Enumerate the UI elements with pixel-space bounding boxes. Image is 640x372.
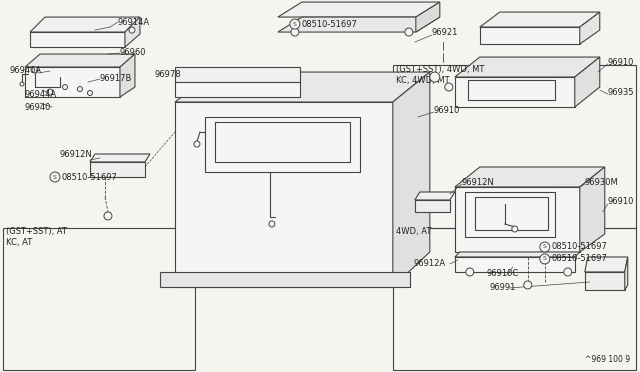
Polygon shape bbox=[585, 272, 625, 290]
Polygon shape bbox=[580, 167, 605, 252]
Polygon shape bbox=[416, 2, 440, 32]
Circle shape bbox=[20, 82, 24, 86]
Polygon shape bbox=[175, 102, 393, 287]
Polygon shape bbox=[585, 257, 628, 272]
Polygon shape bbox=[415, 200, 450, 212]
Text: 96917B: 96917B bbox=[100, 74, 132, 83]
Text: ^969 100 9: ^969 100 9 bbox=[584, 355, 630, 365]
Text: 96960: 96960 bbox=[120, 48, 147, 57]
Text: 4WD, AT: 4WD, AT bbox=[396, 228, 431, 237]
Text: S: S bbox=[293, 22, 297, 26]
Text: S: S bbox=[543, 244, 547, 250]
Polygon shape bbox=[455, 257, 575, 272]
Polygon shape bbox=[175, 72, 430, 102]
Text: 96910: 96910 bbox=[434, 106, 460, 115]
Circle shape bbox=[32, 67, 38, 73]
Text: 96978: 96978 bbox=[155, 70, 182, 78]
Circle shape bbox=[104, 212, 112, 220]
Polygon shape bbox=[455, 252, 580, 257]
Polygon shape bbox=[455, 77, 575, 107]
Text: 96930M: 96930M bbox=[585, 177, 618, 186]
Polygon shape bbox=[393, 72, 430, 287]
Polygon shape bbox=[175, 67, 300, 82]
Text: 08510-51697: 08510-51697 bbox=[552, 243, 607, 251]
Text: KC, AT: KC, AT bbox=[6, 238, 32, 247]
Circle shape bbox=[524, 281, 532, 289]
Text: 08510-51697: 08510-51697 bbox=[552, 254, 607, 263]
Polygon shape bbox=[25, 67, 120, 97]
Circle shape bbox=[564, 268, 572, 276]
Text: 96940: 96940 bbox=[25, 103, 51, 112]
Polygon shape bbox=[120, 54, 135, 97]
Polygon shape bbox=[90, 154, 150, 162]
Text: 08510-51697: 08510-51697 bbox=[62, 173, 118, 182]
Polygon shape bbox=[30, 17, 140, 32]
Polygon shape bbox=[278, 17, 440, 32]
Circle shape bbox=[194, 141, 200, 147]
Polygon shape bbox=[455, 167, 605, 187]
Circle shape bbox=[269, 221, 275, 227]
Text: (GST+SST), 4WD, MT: (GST+SST), 4WD, MT bbox=[396, 65, 484, 74]
Circle shape bbox=[129, 27, 135, 33]
Polygon shape bbox=[625, 257, 628, 290]
Circle shape bbox=[405, 28, 413, 36]
Text: 96991: 96991 bbox=[490, 283, 516, 292]
Circle shape bbox=[540, 254, 550, 264]
Text: 96940A: 96940A bbox=[10, 65, 42, 74]
Text: 96921: 96921 bbox=[432, 28, 458, 36]
Text: S: S bbox=[53, 174, 57, 180]
Bar bbox=[393, 228, 636, 370]
Circle shape bbox=[540, 242, 550, 252]
Polygon shape bbox=[575, 57, 600, 107]
Circle shape bbox=[63, 84, 67, 90]
Polygon shape bbox=[160, 272, 410, 287]
Polygon shape bbox=[455, 57, 600, 77]
Polygon shape bbox=[580, 12, 600, 44]
Circle shape bbox=[290, 19, 300, 29]
Circle shape bbox=[512, 226, 518, 232]
Circle shape bbox=[430, 72, 440, 82]
Circle shape bbox=[47, 89, 53, 95]
Polygon shape bbox=[415, 192, 455, 200]
Circle shape bbox=[77, 87, 83, 92]
Text: 96910C: 96910C bbox=[487, 269, 519, 279]
Polygon shape bbox=[90, 162, 145, 177]
Polygon shape bbox=[278, 2, 440, 17]
Text: 08510-51697: 08510-51697 bbox=[302, 20, 358, 29]
Text: 96935: 96935 bbox=[608, 87, 634, 97]
Polygon shape bbox=[480, 27, 580, 44]
Circle shape bbox=[291, 28, 299, 36]
Polygon shape bbox=[480, 12, 600, 27]
Circle shape bbox=[88, 90, 92, 96]
Bar bbox=[393, 65, 636, 228]
Polygon shape bbox=[125, 17, 140, 47]
Polygon shape bbox=[30, 32, 125, 47]
Text: 96912N: 96912N bbox=[60, 150, 93, 158]
Text: 96914A: 96914A bbox=[118, 17, 150, 26]
Text: 96912N: 96912N bbox=[462, 177, 495, 186]
Circle shape bbox=[50, 172, 60, 182]
Text: (GST+SST), AT: (GST+SST), AT bbox=[6, 228, 67, 237]
Bar bbox=[3, 228, 195, 370]
Circle shape bbox=[466, 268, 474, 276]
Text: S: S bbox=[543, 256, 547, 262]
Text: KC, 4WD, MT: KC, 4WD, MT bbox=[396, 76, 449, 84]
Polygon shape bbox=[25, 54, 135, 67]
Polygon shape bbox=[175, 82, 300, 97]
Circle shape bbox=[445, 83, 453, 91]
Text: 96910: 96910 bbox=[608, 58, 634, 67]
Text: 96912A: 96912A bbox=[414, 259, 446, 269]
Text: 96944A: 96944A bbox=[25, 90, 57, 99]
Text: 96910: 96910 bbox=[608, 198, 634, 206]
Polygon shape bbox=[455, 187, 580, 252]
